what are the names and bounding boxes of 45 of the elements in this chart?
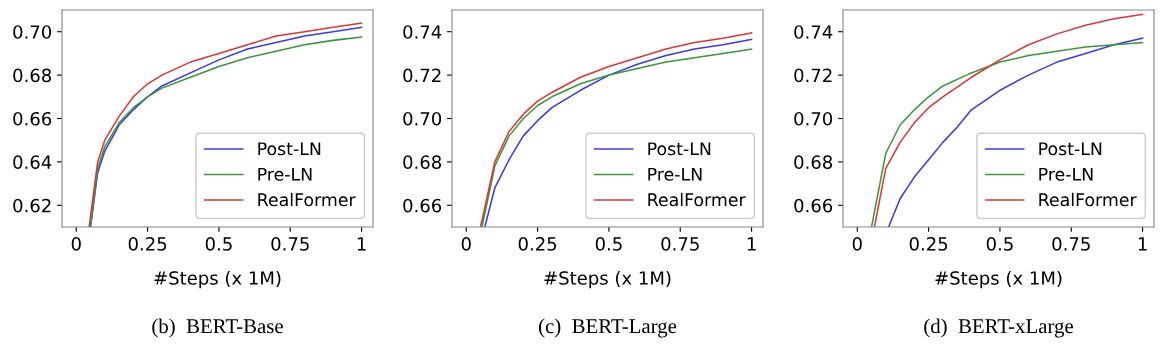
legend-label: RealFormer bbox=[648, 192, 746, 207]
y-tick-label: 0.70 bbox=[794, 111, 833, 126]
x-tick-label: 0 bbox=[852, 237, 862, 251]
x-tick-label: 1 bbox=[1138, 237, 1147, 251]
x-tick-label: 0.75 bbox=[1052, 237, 1090, 251]
legend-label: RealFormer bbox=[258, 192, 356, 207]
y-tick-label: 0.68 bbox=[403, 155, 442, 170]
x-tick-label: 0.5 bbox=[595, 237, 622, 251]
x-tick-label: 0.75 bbox=[661, 237, 699, 251]
y-tick-label: 0.74 bbox=[794, 25, 833, 39]
x-axis-title: #Steps (x 1M) bbox=[154, 270, 281, 289]
legend-label: Post-LN bbox=[648, 142, 711, 156]
y-tick-label: 0.64 bbox=[13, 155, 52, 170]
x-tick-label: 0 bbox=[71, 237, 81, 251]
legend-label: Post-LN bbox=[1039, 142, 1102, 156]
y-tick-label: 0.70 bbox=[13, 25, 52, 39]
y-tick-label: 0.74 bbox=[403, 25, 442, 39]
text: (c) BERT-Large bbox=[539, 318, 677, 338]
legend-label: Pre-LN bbox=[258, 167, 312, 181]
legend-label: Pre-LN bbox=[648, 167, 702, 181]
x-tick-label: 0 bbox=[461, 237, 471, 251]
y-tick-label: 0.70 bbox=[403, 111, 442, 126]
text: (b) BERT-Base bbox=[152, 318, 283, 338]
x-axis-title: #Steps (x 1M) bbox=[544, 270, 671, 289]
legend-label: Post-LN bbox=[258, 142, 321, 156]
y-tick-label: 0.66 bbox=[13, 111, 52, 126]
y-tick-label: 0.68 bbox=[794, 155, 833, 170]
x-tick-label: 1 bbox=[747, 237, 756, 251]
y-tick-label: 0.68 bbox=[13, 68, 52, 83]
y-tick-label: 0.62 bbox=[13, 198, 51, 213]
y-tick-label: 0.66 bbox=[403, 198, 442, 213]
x-tick-label: 0.25 bbox=[909, 237, 948, 251]
x-tick-label: 0.5 bbox=[986, 237, 1013, 251]
x-tick-label: 0.25 bbox=[518, 237, 557, 251]
y-tick-label: 0.66 bbox=[794, 198, 833, 213]
x-axis-title: #Steps (x 1M) bbox=[935, 270, 1062, 289]
y-tick-label: 0.72 bbox=[403, 68, 441, 83]
legend-label: Pre-LN bbox=[1039, 167, 1093, 181]
x-tick-label: 0.75 bbox=[271, 237, 309, 251]
x-tick-label: 0.25 bbox=[128, 237, 167, 251]
legend-label: RealFormer bbox=[1039, 192, 1137, 207]
text: (d) BERT-xLarge bbox=[924, 318, 1073, 338]
x-tick-label: 0.5 bbox=[205, 237, 232, 251]
y-tick-label: 0.72 bbox=[794, 68, 832, 83]
x-tick-label: 1 bbox=[357, 237, 366, 251]
